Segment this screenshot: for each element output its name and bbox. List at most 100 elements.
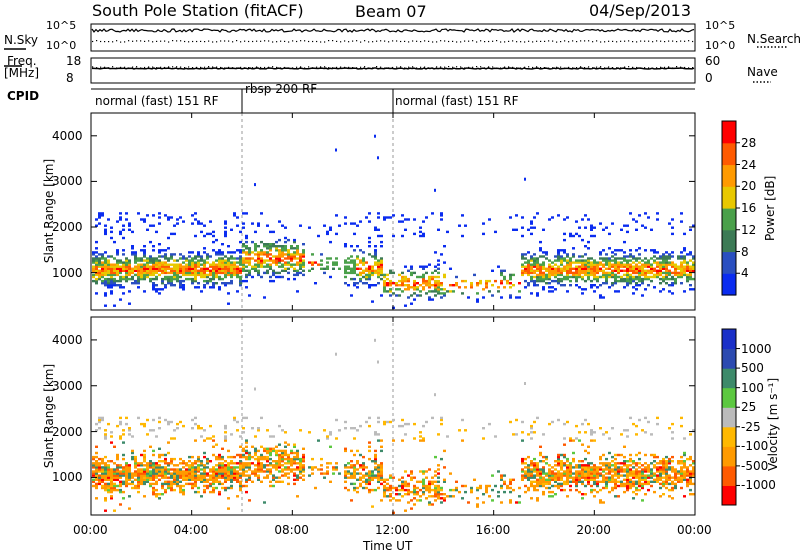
nsky-label: N.Sky — [4, 33, 39, 47]
power-cell — [146, 228, 149, 231]
power-cell — [491, 269, 494, 272]
power-cell — [233, 251, 236, 254]
power-cell — [326, 230, 329, 234]
velocity-cell — [158, 447, 161, 450]
power-cell — [194, 275, 197, 279]
power-cell — [167, 236, 170, 240]
power-cell — [149, 267, 152, 270]
power-cell — [272, 255, 275, 258]
velocity-cell — [335, 462, 338, 465]
velocity-cell — [626, 470, 629, 473]
power-cell — [101, 257, 104, 260]
power-cell — [95, 267, 98, 270]
velocity-cell — [146, 433, 149, 436]
power-cell — [590, 257, 593, 260]
power-cell — [344, 222, 347, 225]
nsky-panel — [90, 23, 696, 52]
power-cell — [554, 267, 557, 270]
power-cell — [425, 265, 428, 268]
power-cell — [623, 277, 626, 281]
power-cell — [287, 238, 290, 242]
velocity-cell — [530, 431, 533, 434]
velocity-cell — [149, 464, 152, 467]
power-cell — [161, 282, 164, 285]
power-cell — [632, 292, 635, 295]
power-cell — [509, 286, 512, 289]
power-cell — [302, 243, 305, 246]
velocity-cell — [239, 468, 242, 471]
power-cell — [542, 267, 545, 270]
velocity-cell — [422, 484, 425, 488]
velocity-cell — [668, 474, 671, 477]
velocity-cell — [335, 352, 337, 356]
power-cell — [392, 214, 395, 217]
power-cell — [98, 261, 101, 264]
power-cell — [587, 269, 590, 272]
velocity-cell — [404, 470, 407, 473]
velocity-cell — [209, 424, 212, 428]
velocity-cell — [158, 453, 161, 457]
nave-point — [484, 67, 486, 69]
velocity-cell — [668, 482, 671, 486]
power-cell — [374, 249, 377, 252]
velocity-cell — [614, 484, 617, 488]
power-cell — [152, 224, 155, 227]
power-cell — [533, 275, 536, 279]
nsearch-point — [600, 41, 602, 43]
velocity-cell — [548, 478, 551, 481]
power-cell — [365, 261, 368, 264]
power-cell — [206, 279, 209, 283]
nsearch-point — [240, 41, 242, 43]
power-cell — [575, 277, 578, 281]
velocity-cell — [176, 464, 179, 467]
velocity-cell — [119, 476, 122, 479]
power-cell — [596, 265, 599, 268]
nsearch-point — [144, 40, 146, 42]
power-cell — [635, 259, 638, 262]
power-cell — [596, 267, 599, 270]
velocity-cell — [644, 453, 647, 457]
velocity-cell — [233, 455, 236, 459]
power-cell — [413, 232, 416, 236]
velocity-cell — [650, 472, 653, 475]
power-cell — [158, 261, 161, 264]
velocity-cell — [563, 474, 566, 477]
velocity-cell — [647, 480, 650, 483]
velocity-cell — [128, 427, 131, 430]
power-cell — [413, 218, 416, 221]
power-cell — [131, 230, 134, 234]
velocity-cell — [635, 480, 638, 483]
velocity-cell — [113, 470, 116, 473]
velocity-cell — [644, 470, 647, 473]
power-cell — [440, 218, 443, 221]
power-cell — [182, 267, 185, 270]
power-cell — [500, 296, 503, 299]
velocity-cell — [671, 468, 674, 471]
velocity-cell — [278, 464, 281, 467]
power-cell — [530, 265, 533, 268]
velocity-cell — [197, 468, 200, 471]
power-cell — [380, 245, 383, 248]
velocity-cell — [632, 470, 635, 473]
power-cell — [560, 255, 563, 258]
power-cell — [674, 269, 677, 272]
velocity-cell — [413, 484, 416, 488]
power-cell — [146, 214, 149, 217]
velocity-cell — [584, 478, 587, 481]
velocity-cell — [248, 499, 251, 502]
velocity-cell — [176, 476, 179, 479]
power-cell — [671, 232, 674, 236]
velocity-cell — [392, 486, 395, 490]
power-cell — [488, 290, 491, 293]
velocity-cell — [605, 472, 608, 475]
power-cell — [650, 267, 653, 270]
velocity-cell — [326, 435, 329, 438]
power-cell — [164, 255, 167, 258]
velocity-cell — [197, 486, 200, 490]
velocity-cell — [659, 495, 662, 498]
power-cell — [560, 271, 563, 275]
power-cell — [407, 288, 410, 291]
power-cell — [602, 271, 605, 275]
velocity-cell — [584, 466, 587, 469]
velocity-cell — [674, 472, 677, 475]
